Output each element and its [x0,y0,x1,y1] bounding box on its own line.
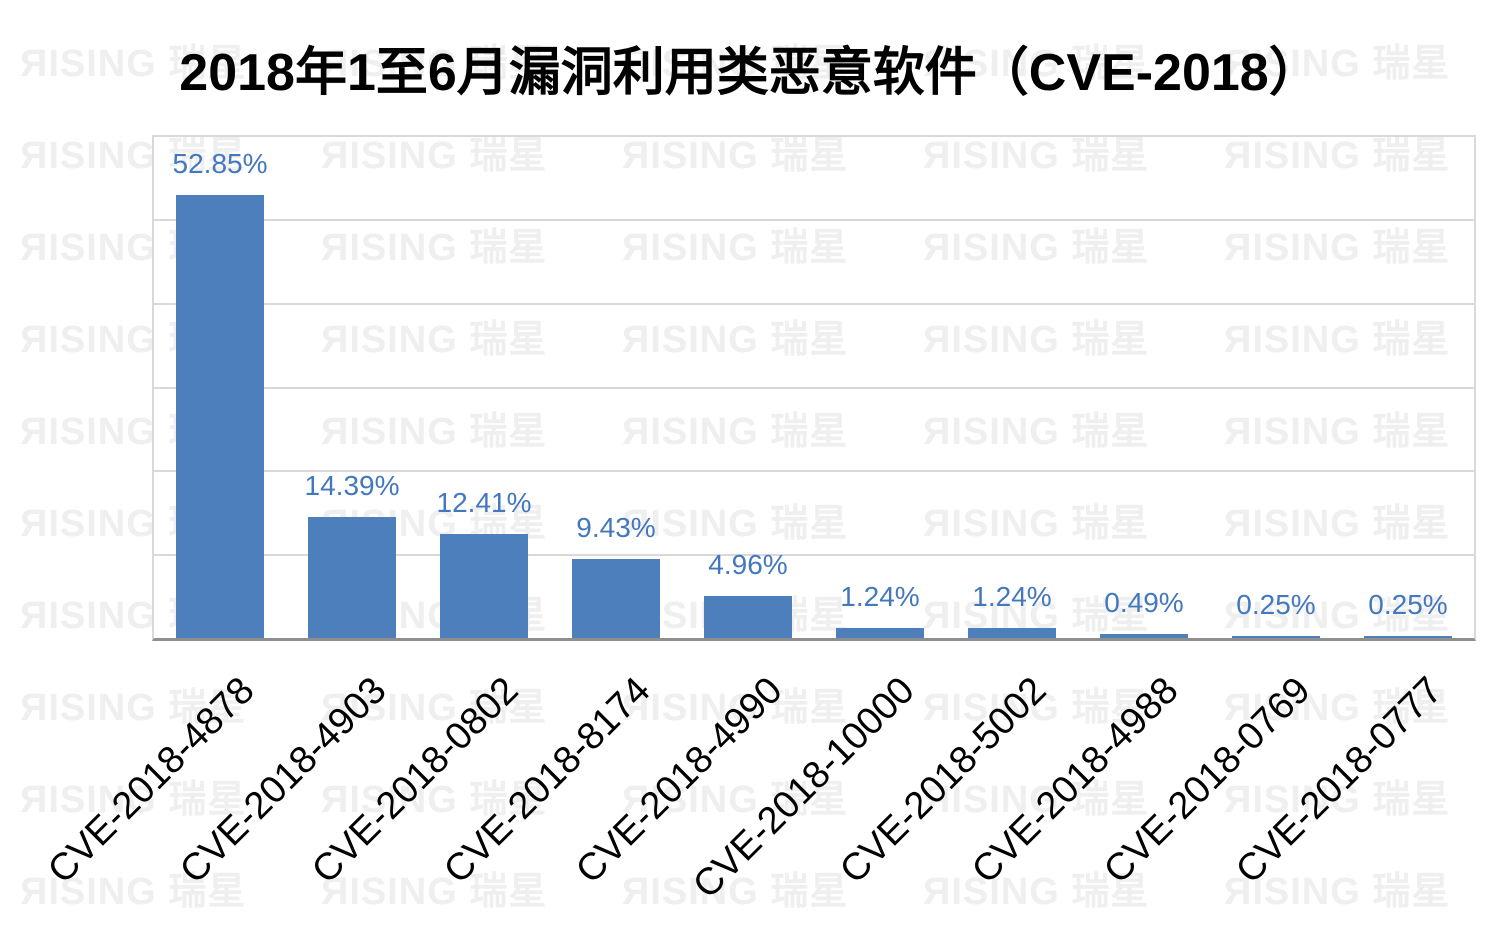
gridline [154,303,1474,305]
watermark-text: ЯISING 瑞星 [20,779,247,821]
watermark-text: ЯISING 瑞星 [321,319,548,361]
watermark-text: ЯISING 瑞星 [20,687,247,729]
watermark-text: ЯISING 瑞星 [622,687,849,729]
gridline [154,219,1474,221]
watermark-text: ЯISING 瑞星 [923,227,1150,269]
watermark-text: ЯISING 瑞星 [622,779,849,821]
watermark-text: ЯISING 瑞星 [20,135,247,177]
gridline [154,387,1474,389]
watermark-text: ЯISING 瑞星 [622,43,849,85]
watermark-text: ЯISING 瑞星 [1224,319,1451,361]
bar-value-label: 1.24% [972,581,1052,612]
watermark-text: ЯISING 瑞星 [321,227,548,269]
gridline [154,554,1474,556]
bar-cve-2018-4878 [176,195,264,638]
watermark-text: ЯISING 瑞星 [622,319,849,361]
watermark-text: ЯISING 瑞星 [321,43,548,85]
watermark-text: ЯISING 瑞星 [923,135,1150,177]
bar-value-label: 0.25% [1236,589,1316,620]
watermark-text: ЯISING 瑞星 [622,135,849,177]
watermark-text: ЯISING 瑞星 [622,871,849,913]
watermark-text: ЯISING 瑞星 [1224,411,1451,453]
gridline [154,135,1474,137]
bar-cve-2018-4988 [1100,634,1188,638]
bar-cve-2018-0769 [1232,636,1320,638]
watermark-text: ЯISING 瑞星 [1224,871,1451,913]
watermark-text: ЯISING 瑞星 [923,779,1150,821]
watermark-text: ЯISING 瑞星 [622,503,849,545]
watermark-text: ЯISING 瑞星 [1224,227,1451,269]
watermark-text: ЯISING 瑞星 [923,43,1150,85]
gridline [154,470,1474,472]
watermark-text: ЯISING 瑞星 [321,871,548,913]
watermark-text: ЯISING 瑞星 [1224,43,1451,85]
plot-area: 52.85% 14.39% 12.41% 9.43% 4.96% 1.24% 1.24% 0.… [152,135,1476,641]
bar-cve-2018-4990 [704,596,792,638]
bar-value-label: 9.43% [576,512,656,543]
watermark-text: ЯISING 瑞星 [622,227,849,269]
x-axis-label-cve-2018-10000: CVE-2018-10000 [685,669,923,907]
watermark-text: ЯISING 瑞星 [20,871,247,913]
watermark-text: ЯISING 瑞星 [622,411,849,453]
bar-value-label: 52.85% [172,148,268,179]
watermark-text: ЯISING 瑞星 [1224,687,1451,729]
watermark-text: ЯISING 瑞星 [923,687,1150,729]
watermark-text: ЯISING 瑞星 [1224,595,1451,637]
chart-title: 2018年1至6月漏洞利用类恶意软件（CVE-2018） [179,44,1321,102]
watermark-text: ЯISING 瑞星 [321,779,548,821]
watermark-text: ЯISING 瑞星 [1224,779,1451,821]
watermark-text: ЯISING 瑞星 [923,411,1150,453]
bar-cve-2018-8174 [572,559,660,638]
watermark-text: ЯISING 瑞星 [923,871,1150,913]
bar-value-label: 0.49% [1104,587,1184,618]
bar-cve-2018-4903 [308,517,396,638]
bar-value-label: 4.96% [708,549,788,580]
bar-cve-2018-0777 [1364,636,1452,638]
watermark-text: ЯISING 瑞星 [1224,135,1451,177]
bar-cve-2018-0802 [440,534,528,638]
bar-value-label: 12.41% [436,487,532,518]
watermark-text: ЯISING 瑞星 [321,411,548,453]
watermark-text: ЯISING 瑞星 [923,319,1150,361]
watermark-text: ЯISING 瑞星 [923,503,1150,545]
watermark-text: ЯISING 瑞星 [321,687,548,729]
bar-value-label: 0.25% [1368,589,1448,620]
bar-cve-2018-10000 [836,628,924,638]
bar-value-label: 1.24% [840,581,920,612]
watermark-text: ЯISING 瑞星 [321,135,548,177]
bar-value-label: 14.39% [304,470,400,501]
bar-cve-2018-5002 [968,628,1056,638]
watermark-text: ЯISING 瑞星 [1224,503,1451,545]
watermark-text: ЯISING 瑞星 [20,43,247,85]
